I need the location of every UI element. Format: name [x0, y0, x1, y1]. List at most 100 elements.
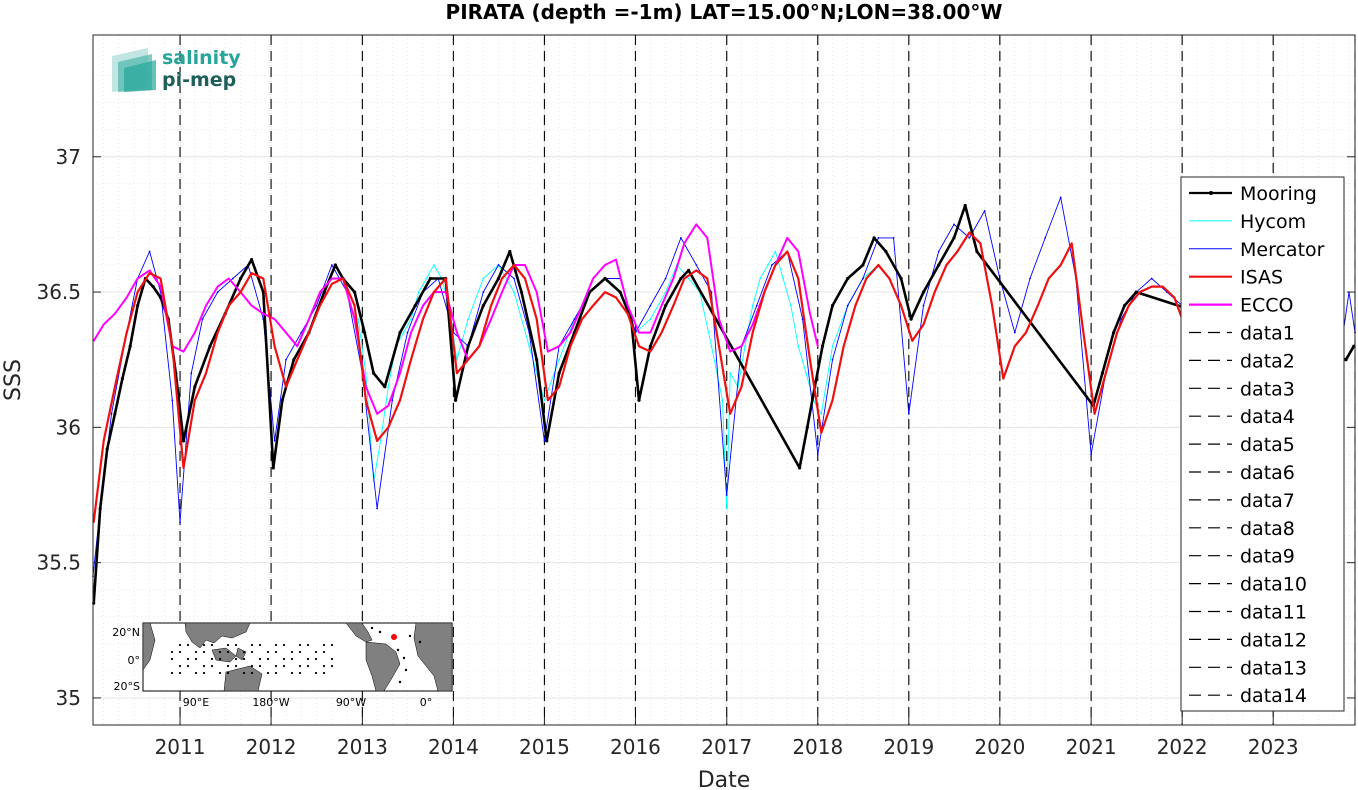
data-point-mooring: [975, 249, 979, 254]
inset-buoy: [314, 671, 318, 675]
inset-map: 20°N 0° 20°S 90°E 180°W 90°W 0°: [112, 622, 453, 709]
legend-label-data11: data11: [1240, 602, 1307, 624]
data-point-mooring: [899, 276, 903, 281]
data-point-isas: [331, 283, 333, 285]
data-point-mooring: [805, 425, 809, 429]
data-point-mooring: [963, 203, 967, 208]
data-point-hycom: [402, 331, 405, 334]
series-isas: [92, 231, 1184, 523]
data-point-ecco: [558, 345, 560, 348]
data-point-ecco: [387, 404, 390, 407]
data-point-isas: [877, 264, 880, 266]
y-axis-ticks: 35 35.5 36 36.5 37: [36, 145, 1355, 710]
x-tick-label: 2015: [519, 735, 570, 759]
data-point-isas: [968, 231, 971, 234]
data-point-hycom: [357, 318, 359, 320]
data-point-mooring: [271, 466, 275, 470]
data-point-hycom: [387, 385, 390, 388]
legend-label-ecco: ECCO: [1240, 295, 1294, 317]
inset-buoy: [250, 671, 254, 675]
data-point-mercator: [513, 277, 515, 280]
inset-buoy: [234, 664, 238, 668]
data-point-isas: [547, 399, 549, 402]
data-point-isas: [695, 269, 698, 272]
data-point-isas: [422, 318, 424, 320]
data-point-ecco: [626, 304, 629, 307]
data-point-mooring: [128, 344, 132, 348]
data-point-isas: [399, 399, 401, 402]
data-point-ecco: [683, 242, 686, 245]
data-point-mooring: [105, 447, 109, 451]
inset-buoy: [306, 664, 310, 668]
legend-label-data10: data10: [1240, 574, 1307, 596]
data-point-ecco: [569, 331, 572, 334]
data-point-mooring: [398, 331, 402, 335]
data-point-isas: [365, 399, 367, 402]
data-point-mooring: [884, 249, 888, 254]
data-point-mercator: [664, 277, 667, 280]
data-point-mooring: [921, 290, 926, 294]
data-point-ecco: [729, 350, 732, 353]
x-tick-label: 2022: [1157, 735, 1208, 759]
inset-buoy: [396, 648, 400, 652]
data-point-ecco: [399, 372, 401, 375]
data-point-mooring: [1122, 304, 1127, 308]
data-point-isas: [1173, 296, 1176, 299]
data-point-hycom: [417, 291, 420, 293]
data-point-ecco: [797, 250, 800, 253]
data-point-isas: [1082, 331, 1085, 334]
data-point-hycom: [513, 291, 515, 293]
data-point-mercator: [1029, 277, 1031, 280]
data-point-mooring: [250, 258, 254, 262]
legend-swatch-dot: [1209, 191, 1213, 195]
legend-item-data3: data3: [1189, 378, 1295, 400]
data-point-isas: [114, 385, 116, 388]
logo-text-line2: pi-mep: [162, 69, 236, 91]
inset-buoy: [226, 650, 230, 654]
data-point-mercator: [543, 440, 546, 442]
data-point-isas: [649, 350, 652, 353]
data-point-isas: [501, 277, 503, 280]
y-tick-label: 35: [56, 686, 81, 710]
data-point-mercator: [1090, 453, 1092, 456]
inset-ylabel-0: 0°: [128, 654, 141, 667]
data-point-hycom: [528, 345, 531, 348]
legend-item-data8: data8: [1189, 518, 1295, 540]
data-point-hycom: [433, 264, 435, 266]
inset-buoy: [298, 643, 302, 647]
data-point-isas: [888, 277, 891, 280]
data-point-mooring: [1100, 371, 1104, 375]
legend-label-hycom: Hycom: [1240, 211, 1306, 233]
inset-buoy: [298, 650, 302, 654]
inset-buoy: [322, 671, 326, 675]
data-point-isas: [1093, 412, 1096, 415]
data-point-ecco: [205, 304, 207, 307]
data-point-isas: [774, 264, 777, 266]
data-point-mooring: [481, 304, 485, 308]
data-point-mooring: [120, 377, 124, 381]
data-point-ecco: [524, 264, 526, 266]
data-point-ecco: [250, 304, 253, 307]
data-point-isas: [763, 291, 766, 293]
data-point-isas: [842, 345, 845, 348]
legend-item-data13: data13: [1189, 657, 1307, 679]
legend-item-data14: data14: [1189, 685, 1307, 707]
legend-item-hycom: Hycom: [1189, 211, 1306, 233]
data-point-mooring: [353, 290, 357, 294]
data-point-mooring: [687, 268, 691, 272]
inset-buoy: [330, 664, 334, 668]
inset-buoy: [290, 671, 294, 675]
inset-buoy: [178, 664, 182, 668]
data-point-isas: [581, 318, 583, 320]
data-point-isas: [626, 312, 629, 315]
data-point-isas: [513, 264, 515, 266]
logo-text-line1: salinity: [162, 47, 241, 69]
data-point-mooring: [322, 290, 326, 294]
data-point-ecco: [751, 323, 754, 326]
inset-buoy: [186, 664, 190, 668]
inset-buoy: [234, 657, 238, 661]
data-point-isas: [535, 318, 538, 320]
data-point-mercator: [649, 304, 652, 307]
data-point-hycom: [410, 318, 412, 320]
data-point-hycom: [744, 345, 746, 348]
